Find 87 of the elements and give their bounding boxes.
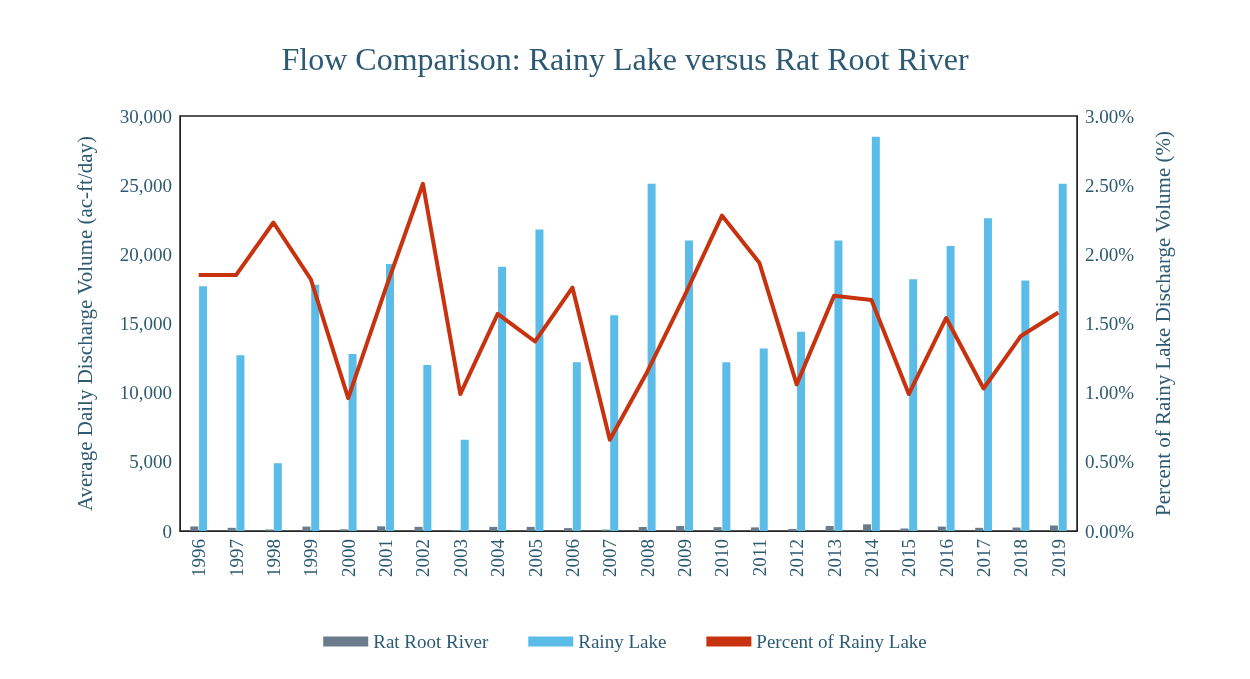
y-axis-title: Average Daily Discharge Volume (ac-ft/day) [72, 135, 97, 512]
bar [825, 526, 834, 531]
bar [946, 246, 955, 531]
bar [414, 526, 423, 531]
y-tick-label: 10,000 [119, 382, 172, 404]
bar [713, 527, 722, 531]
bar [647, 183, 656, 531]
x-tick-label: 2011 [748, 539, 770, 577]
bar [535, 229, 544, 531]
x-tick-label: 1998 [262, 539, 284, 577]
x-tick-label: 2006 [561, 539, 583, 577]
y2-tick-label: 1.50% [1085, 313, 1135, 334]
chart-title: Flow Comparison: Rainy Lake versus Rat Root River [281, 41, 969, 77]
bar [610, 315, 619, 531]
bar [227, 527, 236, 531]
legend-label: Percent of Rainy Lake [756, 631, 927, 652]
bar [750, 527, 759, 531]
bar [871, 136, 880, 531]
x-tick-label: 1996 [188, 539, 210, 577]
x-tick-label: 2019 [1047, 539, 1069, 577]
bar [564, 528, 573, 531]
bar [460, 439, 469, 531]
bar [498, 266, 507, 531]
x-tick-label: 2007 [599, 539, 621, 577]
x-tick-label: 2004 [487, 538, 509, 577]
x-tick-label: 1999 [300, 539, 322, 577]
x-tick-label: 2009 [674, 539, 696, 577]
y2-tick-label: 0.00% [1085, 520, 1135, 542]
bar [638, 526, 647, 531]
bar [909, 279, 918, 531]
x-tick-label: 2014 [860, 538, 882, 577]
bar [489, 526, 498, 531]
bar [1049, 525, 1058, 531]
bar [937, 526, 946, 531]
bar [572, 362, 581, 531]
x-tick-label: 2001 [375, 539, 397, 577]
y-tick-label: 5,000 [129, 451, 172, 473]
x-tick-label: 2005 [524, 539, 546, 577]
y-tick-label: 20,000 [119, 243, 172, 265]
y2-axis-title: Percent of Rainy Lake Discharge Volume (%) [1150, 131, 1175, 516]
bar [676, 526, 685, 531]
bar [423, 365, 432, 531]
bar [1058, 183, 1067, 531]
x-tick-label: 2013 [823, 539, 845, 577]
y2-tick-label: 2.50% [1085, 174, 1135, 196]
y2-tick-label: 2.00% [1085, 243, 1135, 265]
bar [797, 331, 806, 531]
x-tick-label: 1997 [225, 539, 247, 577]
bar [311, 284, 320, 531]
bar [273, 463, 282, 531]
y-tick-label: 0 [162, 520, 172, 542]
x-tick-label: 2015 [898, 539, 920, 577]
bar [834, 240, 843, 531]
bar [684, 240, 693, 531]
bar [788, 528, 797, 531]
line-series [196, 181, 1061, 442]
x-tick-label: 2003 [449, 539, 471, 577]
x-tick-label: 2018 [1010, 539, 1032, 577]
x-tick-label: 2016 [935, 539, 957, 577]
x-tick-label: 2010 [711, 539, 733, 577]
bar [385, 264, 394, 531]
y-tick-label: 15,000 [119, 313, 172, 334]
x-tick-label: 2017 [973, 539, 995, 577]
y2-tick-label: 3.00% [1085, 105, 1135, 127]
bar [983, 218, 992, 531]
y-tick-label: 25,000 [119, 174, 172, 196]
bar [526, 526, 535, 531]
y-tick-label: 30,000 [119, 105, 172, 127]
y2-tick-label: 0.50% [1085, 451, 1135, 473]
bar [199, 286, 208, 531]
bar [302, 526, 311, 531]
bar [722, 362, 731, 531]
bar [863, 524, 872, 531]
legend-label: Rat Root River [373, 631, 489, 652]
bar [975, 527, 984, 531]
bar [236, 355, 245, 531]
x-tick-label: 2012 [786, 539, 808, 577]
legend-label: Rainy Lake [578, 631, 667, 652]
bar [759, 348, 768, 531]
x-tick-label: 2000 [337, 539, 359, 577]
bar [190, 526, 199, 531]
bar [1021, 280, 1030, 531]
x-tick-label: 2008 [636, 539, 658, 577]
bar [377, 526, 386, 531]
x-tick-label: 2002 [412, 539, 434, 577]
y2-tick-label: 1.00% [1085, 382, 1135, 404]
bar [348, 353, 357, 531]
